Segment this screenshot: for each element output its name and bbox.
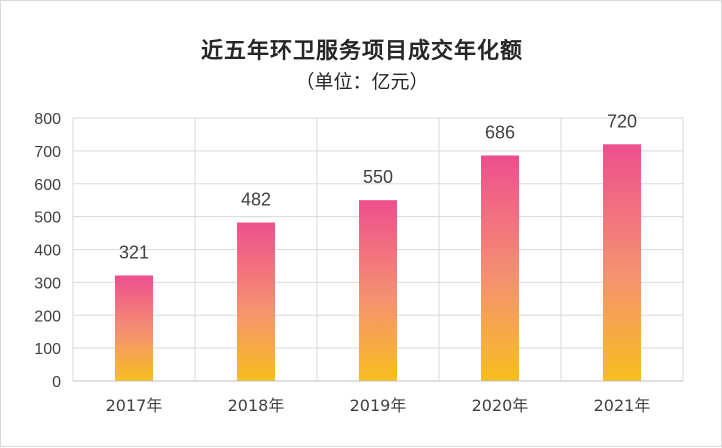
y-tick-label: 700 <box>34 144 61 161</box>
x-tick-label: 2018年 <box>228 396 285 415</box>
data-label: 321 <box>119 242 149 262</box>
y-tick-label: 200 <box>34 308 61 325</box>
label-layer: 321 482 550 686 720 <box>119 111 637 262</box>
x-tick-label: 2019年 <box>350 396 407 415</box>
data-label: 720 <box>607 111 637 131</box>
axis-layer: 0 100 200 300 400 500 600 700 800 2017年 2018年 2019年… <box>34 111 683 415</box>
data-label: 686 <box>485 122 515 142</box>
bar <box>481 155 519 381</box>
chart-title: 近五年环卫服务项目成交年化额 <box>200 39 523 64</box>
y-tick-label: 500 <box>34 210 61 227</box>
x-tick-label: 2017年 <box>106 396 163 415</box>
y-tick-label: 100 <box>34 341 61 358</box>
bar-layer <box>115 144 641 381</box>
y-tick-label: 300 <box>34 275 61 292</box>
bar <box>115 275 153 381</box>
x-tick-label: 2021年 <box>594 396 651 415</box>
data-label: 550 <box>363 167 393 187</box>
x-tick-label: 2020年 <box>472 396 529 415</box>
bar <box>359 200 397 381</box>
bar <box>237 222 275 381</box>
y-tick-label: 600 <box>34 177 61 194</box>
y-tick-label: 800 <box>34 111 61 128</box>
data-label: 482 <box>241 190 271 210</box>
bar <box>603 144 641 381</box>
chart-subtitle: （单位：亿元） <box>295 71 429 93</box>
y-tick-label: 400 <box>34 243 61 260</box>
y-tick-label: 0 <box>52 374 61 391</box>
